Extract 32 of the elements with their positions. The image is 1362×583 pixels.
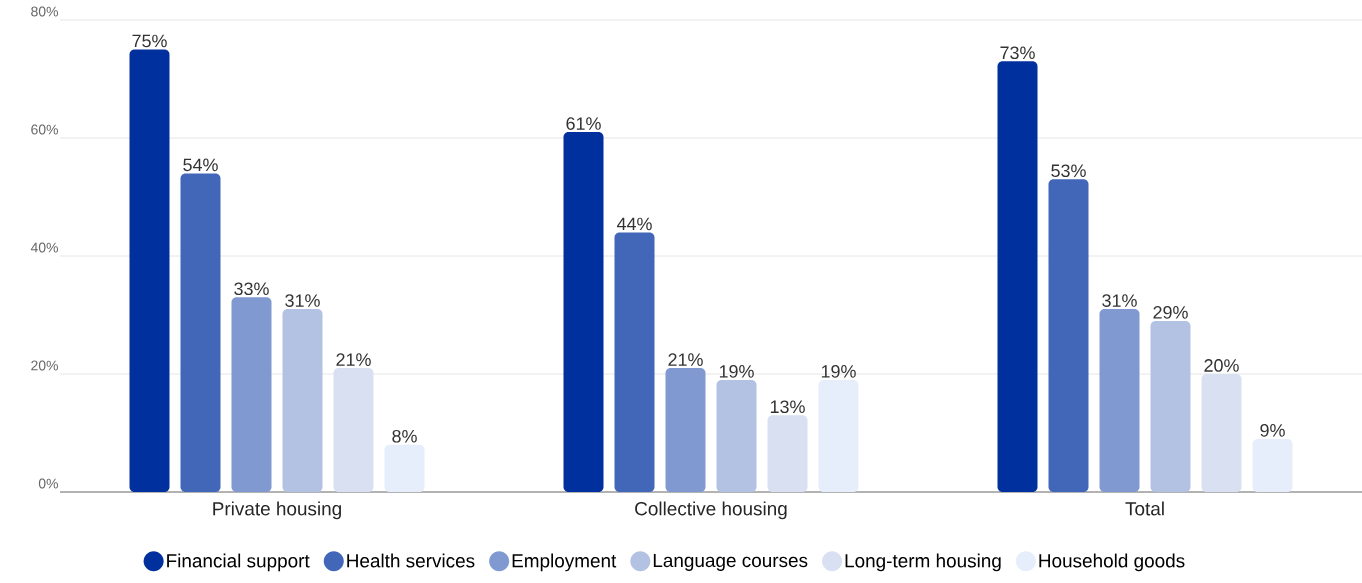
data-label: 75%	[132, 34, 167, 48]
legend-label: Language courses	[653, 553, 808, 571]
data-label: 29%	[1153, 305, 1188, 319]
legend-label: Employment	[512, 553, 617, 572]
data-label: 33%	[234, 282, 269, 296]
data-label: 53%	[1051, 164, 1086, 178]
data-label: 19%	[719, 364, 754, 378]
y-tick-label: 20%	[31, 360, 58, 371]
legend-label: Long-term housing	[845, 553, 1001, 572]
data-label: 21%	[336, 353, 371, 366]
data-label: 8%	[392, 429, 417, 443]
data-label: 54%	[183, 158, 218, 172]
data-label: 31%	[285, 294, 320, 307]
data-label: 31%	[1102, 294, 1137, 307]
x-tick-label: Collective housing	[635, 501, 787, 520]
data-label: 9%	[1260, 423, 1285, 437]
y-tick-label: 0%	[38, 478, 58, 489]
legend-label: Health services	[347, 553, 475, 568]
legend-label: Financial support	[167, 553, 310, 572]
data-label: 73%	[1000, 46, 1035, 60]
legend-label: Household goods	[1039, 553, 1185, 572]
data-label: 44%	[616, 217, 652, 231]
data-label: 19%	[821, 364, 856, 378]
data-label: 21%	[668, 353, 703, 366]
data-label: 13%	[770, 400, 805, 414]
y-tick-label: 60%	[31, 124, 58, 135]
y-tick-label: 40%	[30, 242, 58, 253]
x-tick-label: Private housing	[213, 501, 341, 520]
data-label: 61%	[566, 117, 601, 130]
x-tick-label: Total	[1125, 501, 1164, 516]
data-label: 20%	[1204, 359, 1239, 372]
y-tick-label: 80%	[31, 6, 58, 17]
